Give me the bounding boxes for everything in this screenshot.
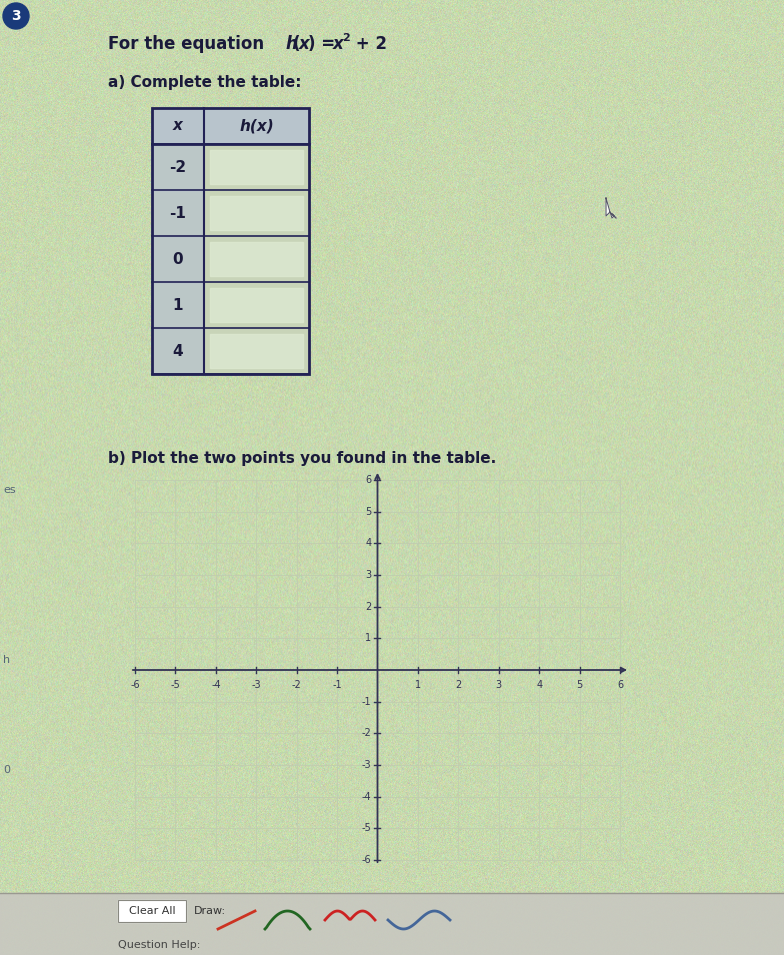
Polygon shape bbox=[606, 198, 616, 218]
Text: Question Help:: Question Help: bbox=[118, 940, 201, 950]
Text: 5: 5 bbox=[576, 680, 583, 690]
Text: h: h bbox=[285, 35, 297, 53]
Text: -6: -6 bbox=[130, 680, 140, 690]
Bar bbox=[152, 328, 204, 374]
Bar bbox=[152, 144, 204, 190]
Bar bbox=[204, 328, 309, 374]
Text: 1: 1 bbox=[415, 680, 421, 690]
Text: 6: 6 bbox=[365, 475, 372, 485]
Text: + 2: + 2 bbox=[350, 35, 387, 53]
Bar bbox=[204, 282, 309, 328]
Bar bbox=[204, 144, 309, 190]
Text: 4: 4 bbox=[536, 680, 543, 690]
Text: 3: 3 bbox=[365, 570, 372, 580]
Bar bbox=[210, 196, 303, 230]
Bar bbox=[152, 108, 204, 144]
Bar bbox=[152, 282, 204, 328]
Text: 2: 2 bbox=[365, 602, 372, 611]
Text: x: x bbox=[173, 118, 183, 134]
Text: -4: -4 bbox=[211, 680, 220, 690]
Bar bbox=[210, 334, 303, 368]
Text: -2: -2 bbox=[292, 680, 302, 690]
Text: b) Plot the two points you found in the table.: b) Plot the two points you found in the … bbox=[108, 451, 496, 465]
Bar bbox=[118, 900, 186, 922]
Text: -3: -3 bbox=[252, 680, 261, 690]
Text: 2: 2 bbox=[456, 680, 462, 690]
Text: -2: -2 bbox=[361, 729, 372, 738]
Text: h: h bbox=[3, 655, 10, 665]
Text: -5: -5 bbox=[171, 680, 180, 690]
Text: 6: 6 bbox=[617, 680, 623, 690]
Bar bbox=[210, 288, 303, 322]
Bar bbox=[204, 108, 309, 144]
Bar bbox=[204, 190, 309, 236]
Text: For the equation: For the equation bbox=[108, 35, 270, 53]
Bar bbox=[204, 236, 309, 282]
Text: 0: 0 bbox=[172, 251, 183, 266]
Bar bbox=[152, 108, 309, 374]
Bar bbox=[152, 236, 204, 282]
Text: -1: -1 bbox=[332, 680, 342, 690]
Text: ) =: ) = bbox=[308, 35, 341, 53]
Text: 3: 3 bbox=[11, 9, 21, 23]
Text: -4: -4 bbox=[362, 792, 372, 801]
Text: -2: -2 bbox=[169, 159, 187, 175]
Text: h(x): h(x) bbox=[239, 118, 274, 134]
Text: (: ( bbox=[293, 35, 300, 53]
Text: a) Complete the table:: a) Complete the table: bbox=[108, 74, 302, 90]
Text: 1: 1 bbox=[172, 298, 183, 312]
Text: 4: 4 bbox=[365, 539, 372, 548]
Text: 3: 3 bbox=[495, 680, 502, 690]
Text: -3: -3 bbox=[362, 760, 372, 770]
Bar bbox=[210, 242, 303, 276]
Text: x: x bbox=[299, 35, 310, 53]
Bar bbox=[0, 893, 784, 955]
Text: -5: -5 bbox=[361, 823, 372, 834]
Text: 5: 5 bbox=[365, 507, 372, 517]
Text: 2: 2 bbox=[342, 33, 350, 43]
Text: 4: 4 bbox=[172, 344, 183, 358]
Text: Draw:: Draw: bbox=[194, 906, 226, 916]
Text: -6: -6 bbox=[362, 855, 372, 865]
Text: x: x bbox=[333, 35, 343, 53]
Bar bbox=[152, 108, 309, 374]
Text: -1: -1 bbox=[169, 205, 187, 221]
Text: Clear All: Clear All bbox=[129, 906, 176, 916]
Text: 1: 1 bbox=[365, 633, 372, 644]
Bar bbox=[118, 900, 186, 922]
Bar bbox=[210, 150, 303, 184]
Text: -1: -1 bbox=[362, 696, 372, 707]
Bar bbox=[152, 190, 204, 236]
Text: 0: 0 bbox=[3, 765, 10, 775]
Circle shape bbox=[3, 3, 29, 29]
Text: es: es bbox=[3, 485, 16, 495]
